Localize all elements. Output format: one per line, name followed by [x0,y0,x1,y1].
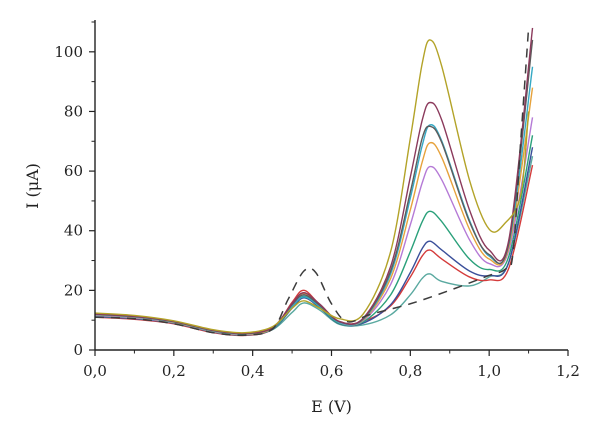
series-line-9 [94,39,530,334]
x-tick-label: 1,2 [556,362,580,380]
series-line-0 [94,156,534,336]
y-tick-label: 60 [64,162,83,180]
x-tick-label: 0,6 [320,362,344,380]
dashed-series-line-10 [94,27,530,336]
series-line-5 [94,87,534,335]
y-tick-label: 0 [73,341,83,359]
y-tick-label: 40 [64,222,83,240]
ticks-layer: 0,0 0,2 0,4 0,6 0,8 1,0 1,2 0 20 40 60 80 100 [54,21,580,380]
series-line-7 [94,39,534,335]
y-tick-label: 100 [54,43,83,61]
series-line-8 [94,27,534,335]
series-layer [94,27,534,337]
y-tick-label: 80 [64,102,83,120]
y-tick-label: 20 [64,281,83,299]
x-axis-title: E (V) [311,397,352,416]
x-tick-label: 0,8 [398,362,422,380]
x-tick-label: 1,0 [477,362,501,380]
series-line-1 [94,164,534,337]
axes-layer [94,20,568,351]
x-tick-label: 0,4 [241,362,265,380]
x-tick-label: 0,2 [162,362,186,380]
y-axis-title: I (μA) [23,163,42,209]
x-tick-label: 0,0 [83,362,107,380]
